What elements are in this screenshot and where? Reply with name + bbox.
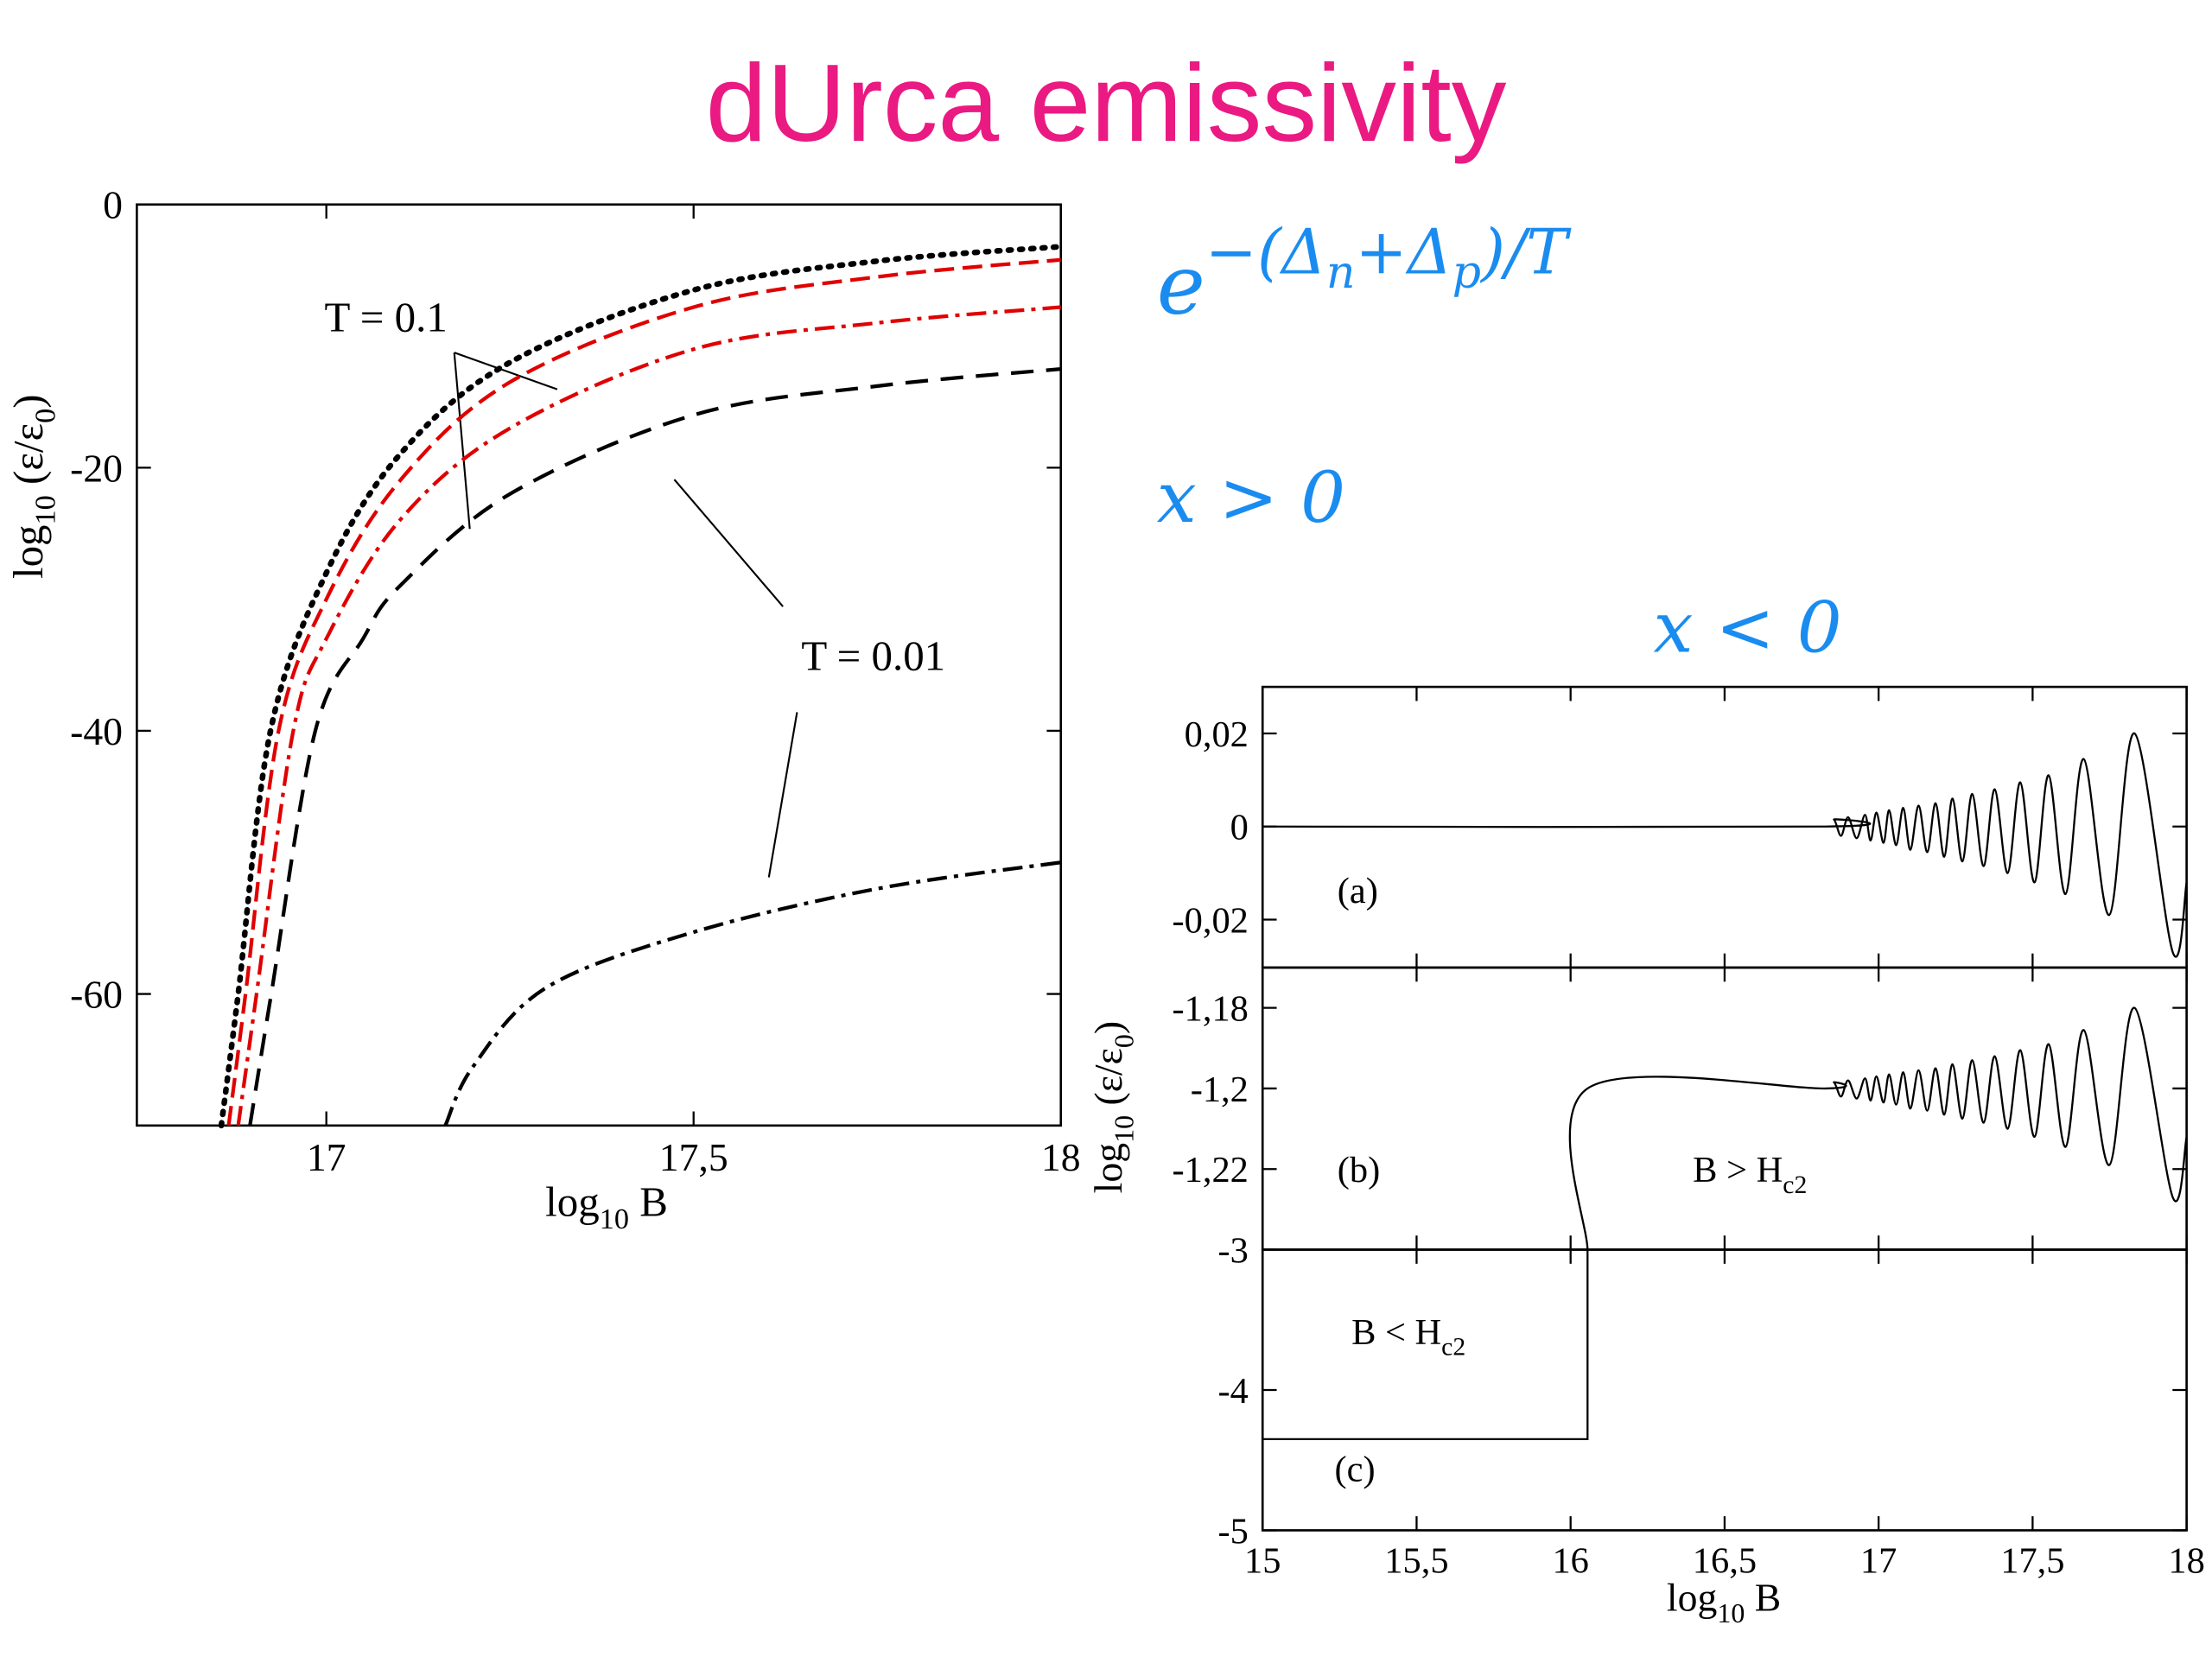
y-tick-label: -0,02: [1172, 900, 1248, 941]
leader-line: [453, 352, 471, 530]
leader-line: [454, 352, 558, 390]
y-tick-label: 0: [1230, 808, 1249, 848]
y-tick-label: -1,22: [1172, 1150, 1248, 1190]
annotation: T = 0.1: [325, 294, 448, 341]
annotation-part: (a): [1338, 871, 1378, 911]
x-axis-label: log10 B: [1667, 1575, 1781, 1628]
series-line: [248, 367, 1061, 1127]
x-axis-label-part: log: [1667, 1575, 1717, 1619]
formula-exponent: −(Δ: [1205, 216, 1326, 289]
y-tick-label: -20: [70, 446, 123, 490]
series-line: [1262, 1249, 1589, 1440]
series-line: [443, 860, 1062, 1127]
annotation-part: (b): [1338, 1150, 1380, 1190]
chart: -3 -4 -515 15,5 16 16,5 17 17,5 18: [1218, 1230, 2205, 1581]
x-tick-label: 17,5: [2000, 1540, 2064, 1581]
y-axis-label: log10 (ε/ε0): [1086, 1021, 1140, 1193]
x-tick-label: 15: [1244, 1540, 1281, 1581]
formula-base: e: [1157, 238, 1205, 333]
formula-exponent: n: [1326, 247, 1356, 299]
x-axis-label-part: 10: [600, 1203, 629, 1235]
annotation: (b): [1338, 1150, 1380, 1190]
y-axis-label-part: 0: [1109, 1034, 1140, 1048]
series-line: [218, 244, 1065, 1129]
y-tick-label: -60: [70, 973, 123, 1017]
plot-frame: [136, 203, 1063, 1127]
formula-exponent: +Δ: [1356, 216, 1452, 289]
formula-exponent: p: [1452, 247, 1481, 299]
leader-lines: [453, 352, 798, 878]
y-tick-label: -4: [1218, 1371, 1249, 1412]
x-tick-label: 18: [1041, 1135, 1081, 1179]
annotation-part: c2: [1783, 1171, 1807, 1199]
chart: -1,18 -1,2 -1,22: [1172, 966, 2188, 1251]
formula: e−(Δn+Δp)/T: [1157, 216, 1573, 333]
plot-frame: [1261, 1248, 2188, 1532]
y-tick-label: -1,2: [1191, 1070, 1249, 1110]
annotation-part: T = 0.01: [801, 632, 945, 680]
leader-line: [767, 712, 798, 878]
y-tick-label: 0,02: [1185, 714, 1249, 755]
annotation-part: B > H: [1693, 1150, 1783, 1190]
annotation: T = 0.01: [801, 632, 945, 680]
x-tick-label: 15,5: [1384, 1540, 1448, 1581]
series-line: [226, 257, 1061, 1127]
y-tick-label: -3: [1218, 1230, 1249, 1271]
annotation: B > Hc2: [1693, 1150, 1807, 1199]
annotation-part: (c): [1334, 1449, 1375, 1489]
y-axis-label-part: 0: [29, 409, 62, 423]
leader-line: [673, 479, 784, 607]
annotation: B < Hc2: [1351, 1312, 1465, 1362]
x-tick-label: 18: [2168, 1540, 2204, 1581]
y-axis-label-part: log: [4, 524, 52, 579]
series-line: [1568, 1006, 2188, 1250]
annotation-part: B < H: [1351, 1312, 1441, 1353]
series-line: [1262, 732, 2188, 958]
annotation: (c): [1334, 1449, 1375, 1489]
x-tick-label: 16,5: [1693, 1540, 1757, 1581]
chart: 0 -20 -40 -60 17 17,5 18: [70, 183, 1081, 1179]
y-axis-label-part: 10: [29, 495, 62, 524]
plot-frame: [1261, 966, 2188, 1251]
x-tick-label: 17,5: [659, 1135, 728, 1179]
formula: x < 0: [1653, 587, 1841, 669]
chart: 0,02 0 -0,02: [1172, 685, 2188, 969]
x-axis-label: log10 B: [545, 1177, 668, 1235]
annotation-part: T = 0.1: [325, 294, 448, 341]
formula-exponent: )/T: [1479, 216, 1572, 289]
x-tick-label: 17: [307, 1135, 346, 1179]
series-line: [236, 305, 1061, 1127]
y-tick-label: -40: [70, 709, 123, 753]
y-axis-label-part: ): [4, 394, 52, 408]
y-tick-label: 0: [103, 183, 123, 227]
y-axis-label-part: (ε/ε: [4, 423, 52, 495]
x-axis-label-part: log: [545, 1177, 600, 1225]
x-axis-label-part: B: [629, 1177, 668, 1225]
y-axis-label-part: log: [1086, 1143, 1130, 1193]
y-axis-label-part: 10: [1109, 1115, 1140, 1143]
y-axis-label-part: (ε/ε: [1086, 1048, 1130, 1115]
x-tick-label: 16: [1552, 1540, 1588, 1581]
y-tick-label: -1,18: [1172, 989, 1248, 1030]
y-axis-label-part: ): [1086, 1021, 1130, 1034]
y-tick-label: -5: [1218, 1511, 1249, 1552]
annotation-part: c2: [1441, 1334, 1465, 1362]
y-axis-label: log10 (ε/ε0): [4, 394, 62, 579]
x-axis-label-part: 10: [1717, 1597, 1745, 1628]
slide-title: dUrca emissivity: [706, 41, 1507, 164]
formula: x > 0: [1157, 457, 1345, 539]
annotation: (a): [1338, 871, 1378, 911]
x-axis-label-part: B: [1745, 1575, 1781, 1619]
x-tick-label: 17: [1860, 1540, 1897, 1581]
